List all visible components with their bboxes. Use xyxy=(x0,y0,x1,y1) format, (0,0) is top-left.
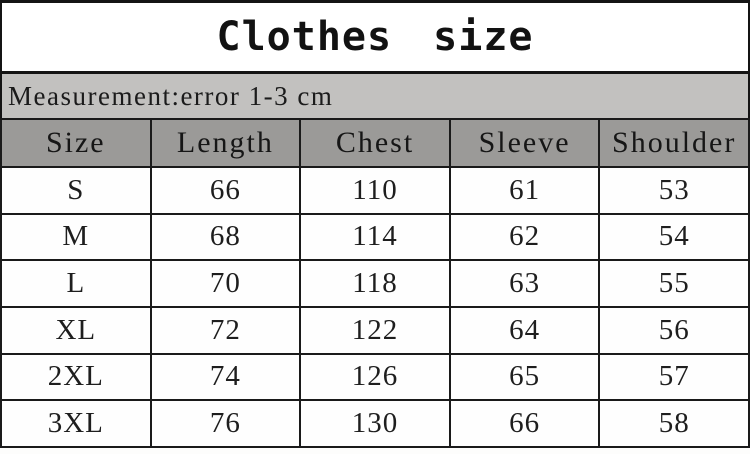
column-header-sleeve: Sleeve xyxy=(448,118,601,168)
length-cell: 68 xyxy=(149,212,302,262)
shoulder-cell: 58 xyxy=(598,399,750,448)
chest-cell: 118 xyxy=(299,259,451,308)
table-row-3xl: 3XL 76 130 66 58 xyxy=(0,399,750,448)
sleeve-cell: 61 xyxy=(448,166,601,215)
size-table: Size Length Chest Sleeve Shoulder S 66 1… xyxy=(0,118,750,448)
length-cell: 66 xyxy=(149,166,302,215)
length-cell: 74 xyxy=(149,352,302,402)
shoulder-cell: 54 xyxy=(598,212,750,262)
length-cell: 76 xyxy=(149,399,302,448)
page-title: Clothes size xyxy=(216,14,534,60)
size-cell: S xyxy=(0,166,152,215)
sleeve-cell: 65 xyxy=(448,352,601,402)
chest-cell: 126 xyxy=(299,352,451,402)
column-header-chest: Chest xyxy=(299,118,451,168)
table-row-2xl: 2XL 74 126 65 57 xyxy=(0,352,750,402)
shoulder-cell: 57 xyxy=(598,352,750,402)
measurement-note-banner: Measurement:error 1-3 cm xyxy=(0,71,750,118)
table-row-xl: XL 72 122 64 56 xyxy=(0,305,750,355)
length-cell: 70 xyxy=(149,259,302,308)
shoulder-cell: 53 xyxy=(598,166,750,215)
shoulder-cell: 55 xyxy=(598,259,750,308)
sleeve-cell: 66 xyxy=(448,399,601,448)
size-table-header-row: Size Length Chest Sleeve Shoulder xyxy=(0,118,750,168)
table-row-m: M 68 114 62 54 xyxy=(0,212,750,262)
bottom-margin xyxy=(0,448,750,454)
column-header-size: Size xyxy=(0,118,152,168)
chest-cell: 110 xyxy=(299,166,451,215)
sleeve-cell: 62 xyxy=(448,212,601,262)
chest-cell: 114 xyxy=(299,212,451,262)
table-row-l: L 70 118 63 55 xyxy=(0,259,750,308)
column-header-shoulder: Shoulder xyxy=(598,118,750,168)
column-header-length: Length xyxy=(149,118,302,168)
sleeve-cell: 64 xyxy=(448,305,601,355)
size-cell: L xyxy=(0,259,152,308)
measurement-note: Measurement:error 1-3 cm xyxy=(8,80,334,111)
chest-cell: 122 xyxy=(299,305,451,355)
sleeve-cell: 63 xyxy=(448,259,601,308)
title-box: Clothes size xyxy=(0,0,750,71)
chest-cell: 130 xyxy=(299,399,451,448)
size-cell: M xyxy=(0,212,152,262)
shoulder-cell: 56 xyxy=(598,305,750,355)
size-cell: 2XL xyxy=(0,352,152,402)
size-cell: 3XL xyxy=(0,399,152,448)
table-row-s: S 66 110 61 53 xyxy=(0,166,750,215)
length-cell: 72 xyxy=(149,305,302,355)
size-cell: XL xyxy=(0,305,152,355)
